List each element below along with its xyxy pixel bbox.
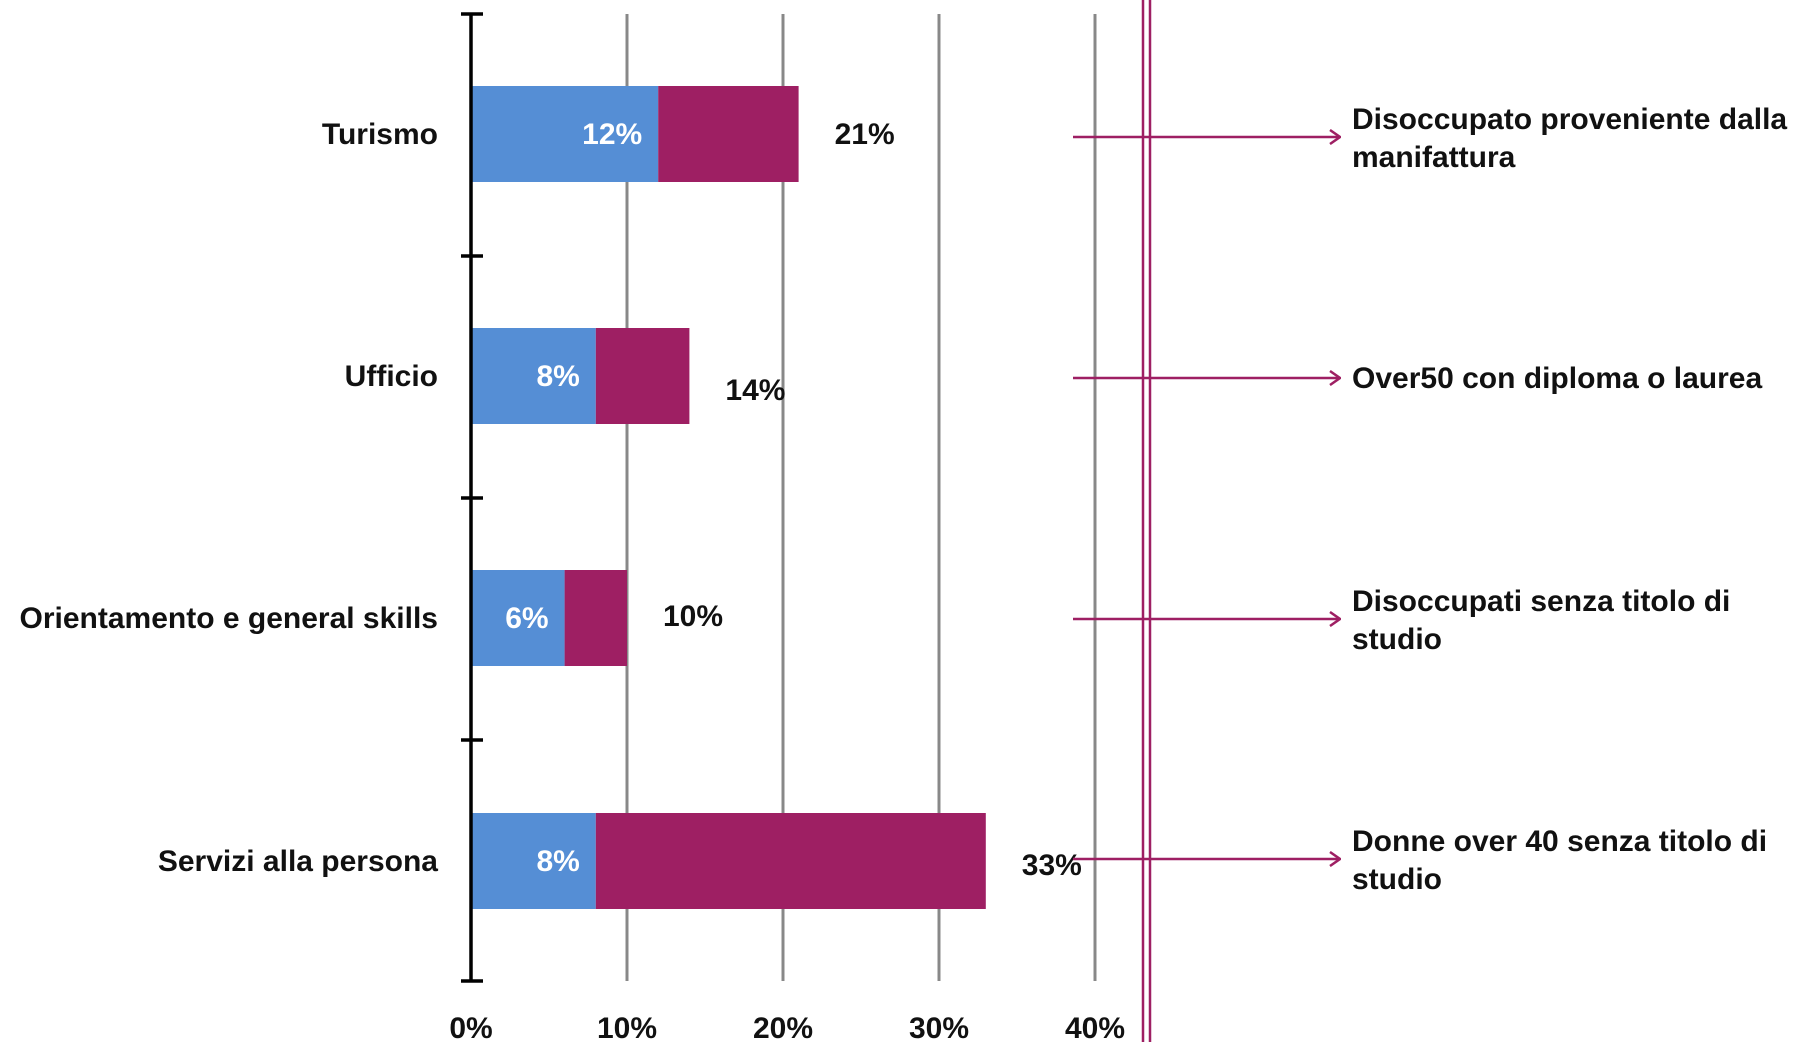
bar-segment	[564, 570, 627, 666]
annotation-label: studio	[1352, 623, 1442, 656]
x-tick-label: 30%	[909, 1012, 969, 1042]
segment-label: 12%	[582, 118, 642, 151]
annotation-label: Donne over 40 senza titolo di	[1352, 825, 1767, 858]
annotation-label: Over50 con diploma o laurea	[1352, 362, 1762, 395]
x-tick-label: 0%	[449, 1012, 492, 1042]
category-label: Turismo	[322, 118, 438, 151]
x-tick-label: 20%	[753, 1012, 813, 1042]
annotation-label: Disoccupati senza titolo di	[1352, 585, 1730, 618]
bar-segment	[595, 328, 690, 424]
bar-segment	[471, 328, 596, 424]
bar-segment	[471, 570, 565, 666]
segment-label: 8%	[536, 845, 579, 878]
segment-label: 8%	[536, 360, 579, 393]
bar-segment	[595, 813, 986, 909]
total-label: 33%	[1022, 849, 1082, 882]
segment-label: 6%	[505, 602, 548, 635]
total-label: 14%	[725, 374, 785, 407]
x-tick-label: 10%	[597, 1012, 657, 1042]
bar-segment	[471, 813, 596, 909]
bar-segment	[471, 86, 659, 182]
total-label: 10%	[663, 600, 723, 633]
category-label: Ufficio	[345, 360, 438, 393]
x-tick-label: 40%	[1065, 1012, 1125, 1042]
category-label: Servizi alla persona	[158, 845, 438, 878]
annotation-label: studio	[1352, 863, 1442, 896]
annotation-label: manifattura	[1352, 141, 1516, 174]
category-label: Orientamento e general skills	[20, 602, 439, 635]
total-label: 21%	[835, 118, 895, 151]
bar-segment	[658, 86, 799, 182]
annotation-label: Disoccupato proveniente dalla	[1352, 103, 1787, 136]
